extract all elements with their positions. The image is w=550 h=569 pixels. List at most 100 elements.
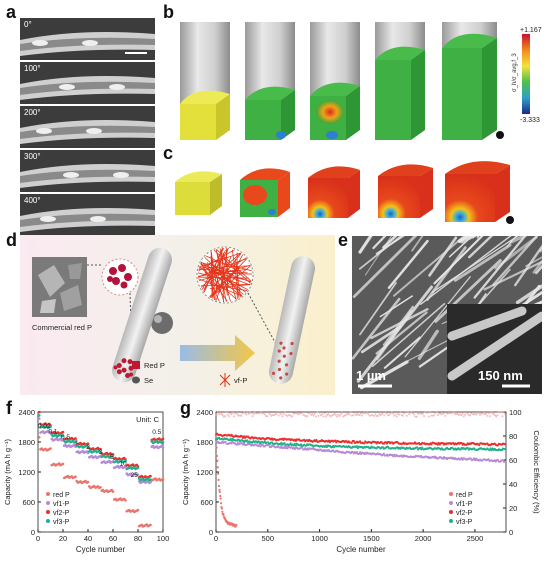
g-point bbox=[215, 446, 218, 449]
g-ce-point bbox=[360, 414, 363, 417]
g-y2-tick-label: 60 bbox=[509, 456, 517, 465]
f-x-tick-label: 20 bbox=[59, 534, 67, 543]
g-ce-point bbox=[230, 413, 233, 416]
f-point bbox=[99, 447, 102, 451]
f-point bbox=[161, 477, 165, 481]
f-point bbox=[99, 451, 102, 454]
g-point bbox=[430, 443, 433, 446]
g-point bbox=[334, 439, 337, 442]
g-ce-point bbox=[240, 414, 243, 417]
colorbar-max: +1.167 bbox=[520, 27, 542, 34]
g-ce-point bbox=[318, 411, 321, 414]
g-ce-point bbox=[288, 413, 291, 416]
g-ce-point bbox=[314, 415, 317, 418]
g-ce-point bbox=[276, 411, 279, 414]
panel-d-synthesis-schematic: Commercial red P Red P Se vf-P bbox=[20, 235, 335, 395]
tem-frame: 0° bbox=[20, 18, 155, 60]
g-ce-point bbox=[388, 413, 391, 416]
g-ce-point bbox=[341, 411, 344, 414]
f-point bbox=[161, 437, 165, 441]
simulation-stage-5 bbox=[442, 22, 504, 140]
section-stage-4 bbox=[378, 164, 433, 218]
g-point bbox=[215, 454, 219, 458]
f-rate-label: 2 bbox=[86, 444, 90, 451]
section-stage-1 bbox=[175, 171, 222, 215]
g-ce-point bbox=[260, 411, 263, 414]
g-ce-point bbox=[219, 411, 222, 414]
section-stage-2 bbox=[240, 168, 290, 217]
g-point bbox=[315, 439, 318, 442]
g-point bbox=[280, 441, 283, 444]
g-point bbox=[350, 441, 353, 445]
ampoule-before bbox=[112, 247, 172, 383]
process-arrow bbox=[180, 335, 255, 371]
g-point bbox=[217, 478, 220, 481]
g-y2-tick-label: 100 bbox=[509, 408, 522, 417]
panel-g-cycling-chart: 0 500 1000 1500 2000 2500 0 600 1200 1800 2400 0 20 4… bbox=[181, 408, 541, 554]
g-ce-point bbox=[421, 412, 424, 415]
g-point bbox=[217, 484, 221, 488]
g-ce-point bbox=[398, 413, 401, 416]
g-ce-point bbox=[393, 414, 396, 417]
g-ce-point bbox=[367, 412, 370, 415]
g-ce-point bbox=[479, 413, 482, 416]
f-legend-swatch bbox=[46, 510, 50, 514]
g-point bbox=[487, 458, 490, 461]
tem-wire-image bbox=[20, 150, 155, 192]
f-point bbox=[124, 499, 127, 502]
g-ce-point bbox=[312, 414, 315, 417]
panel-letter-c: c bbox=[163, 143, 174, 163]
g-series-red-P bbox=[215, 438, 238, 528]
g-point bbox=[219, 494, 222, 498]
f-point bbox=[149, 474, 152, 478]
g-point bbox=[363, 442, 366, 445]
g-ce-point bbox=[244, 411, 247, 414]
g-point bbox=[218, 490, 221, 493]
g-point bbox=[503, 443, 507, 446]
g-point bbox=[501, 458, 505, 462]
g-point bbox=[466, 446, 469, 450]
g-legend-label: vf1-P bbox=[456, 501, 473, 508]
g-ce-point bbox=[491, 411, 494, 414]
g-ce-point bbox=[452, 411, 455, 414]
tem-frame: 100° bbox=[20, 62, 155, 104]
g-ce-point bbox=[482, 411, 485, 414]
f-point bbox=[74, 440, 77, 444]
g-ce-point bbox=[349, 411, 352, 414]
g-ce-point bbox=[322, 415, 325, 418]
g-point bbox=[246, 439, 249, 442]
g-ce-point bbox=[408, 413, 411, 416]
g-ce-point bbox=[247, 412, 250, 415]
g-ce-point bbox=[334, 413, 337, 416]
simulation-stage-4 bbox=[375, 22, 425, 140]
g-ce-point bbox=[442, 412, 445, 415]
g-point bbox=[503, 447, 507, 451]
g-ce-point bbox=[359, 412, 362, 415]
g-ce-point bbox=[231, 411, 234, 414]
g-y-tick-label: 600 bbox=[200, 498, 213, 507]
f-point bbox=[86, 445, 90, 449]
g-series-vf1-P bbox=[215, 440, 507, 463]
simulation-stage-2 bbox=[245, 22, 295, 140]
g-ce-point bbox=[475, 413, 478, 416]
tem-angle-label: 300° bbox=[24, 152, 41, 161]
legend-vf-p-swatch bbox=[219, 373, 231, 387]
g-point bbox=[415, 446, 419, 449]
g-ce-point bbox=[461, 412, 464, 415]
g-ce-point bbox=[306, 415, 309, 418]
g-point bbox=[216, 459, 219, 462]
colorbar-min: -3.333 bbox=[520, 117, 540, 124]
f-point bbox=[74, 437, 77, 440]
g-ce-point bbox=[353, 412, 356, 415]
g-series-vf3-P bbox=[215, 436, 507, 452]
g-y-axis-label: Capacity (mA h g⁻¹) bbox=[181, 438, 190, 505]
g-ce-point bbox=[268, 413, 271, 416]
f-point bbox=[161, 446, 165, 449]
g-ce-point bbox=[415, 415, 418, 418]
simulation-stage-1 bbox=[180, 22, 230, 140]
g-point bbox=[478, 443, 481, 447]
g-ce-point bbox=[252, 412, 255, 415]
tem-angle-label: 200° bbox=[24, 108, 41, 117]
f-point bbox=[149, 481, 152, 484]
f-unit-annotation: Unit: C bbox=[136, 415, 160, 424]
